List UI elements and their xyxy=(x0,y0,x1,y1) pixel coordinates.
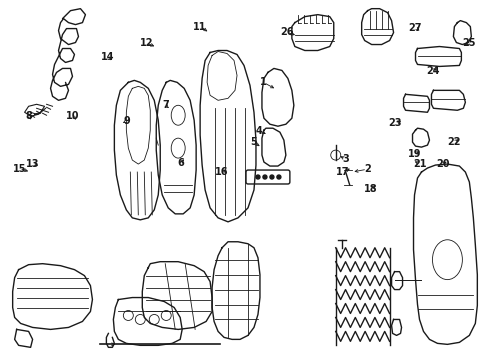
Text: 26: 26 xyxy=(280,27,294,37)
Text: 10: 10 xyxy=(66,111,80,121)
Text: 3: 3 xyxy=(343,154,349,164)
Circle shape xyxy=(270,175,274,179)
Text: 17: 17 xyxy=(336,167,349,177)
Text: 6: 6 xyxy=(177,158,184,168)
Text: 18: 18 xyxy=(364,184,378,194)
Text: 12: 12 xyxy=(140,38,153,48)
Text: 23: 23 xyxy=(389,118,402,128)
Text: 1: 1 xyxy=(260,77,267,87)
Text: 25: 25 xyxy=(462,38,475,48)
Text: 4: 4 xyxy=(255,126,262,135)
Text: 24: 24 xyxy=(426,66,440,76)
Text: 11: 11 xyxy=(193,22,207,32)
Text: 20: 20 xyxy=(436,159,450,169)
Text: 22: 22 xyxy=(447,138,461,147)
Text: 15: 15 xyxy=(13,163,26,174)
Circle shape xyxy=(263,175,267,179)
Text: 5: 5 xyxy=(250,138,257,147)
Text: 21: 21 xyxy=(413,159,427,169)
Text: 9: 9 xyxy=(123,116,130,126)
Text: 2: 2 xyxy=(364,164,370,174)
Text: 27: 27 xyxy=(408,23,422,33)
Circle shape xyxy=(277,175,281,179)
Circle shape xyxy=(256,175,260,179)
Text: 19: 19 xyxy=(408,149,422,159)
Text: 7: 7 xyxy=(163,100,169,111)
Text: 8: 8 xyxy=(25,111,32,121)
Text: 13: 13 xyxy=(25,159,39,169)
Text: 16: 16 xyxy=(215,167,228,177)
Text: 14: 14 xyxy=(100,52,114,62)
